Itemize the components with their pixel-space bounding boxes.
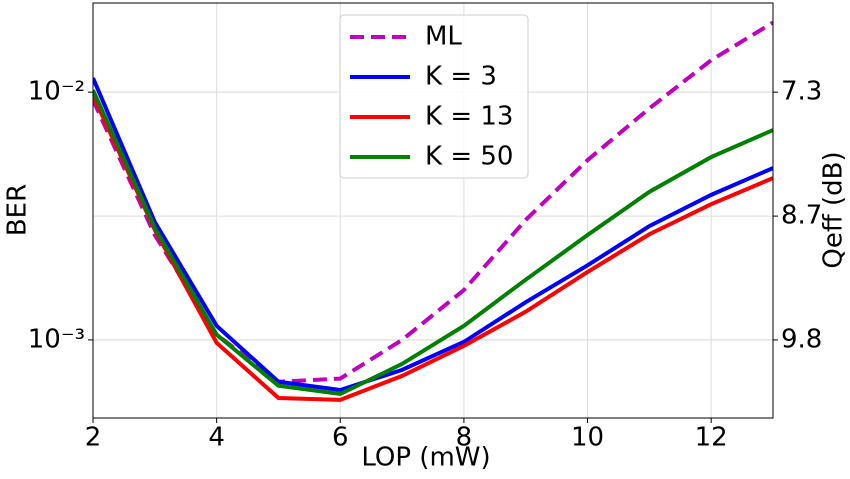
legend-box: [339, 14, 529, 179]
y-tick-label: 10⁻²: [28, 77, 85, 107]
series-line: [93, 89, 773, 397]
x-tick-label: 8: [456, 423, 473, 453]
series-line: [93, 77, 773, 393]
y2-axis-label: Qeff (dB): [819, 151, 849, 268]
x-tick-label: 4: [208, 423, 225, 453]
series-line: [93, 94, 773, 402]
x-axis-label: LOP (mW): [361, 443, 490, 473]
series-line: [93, 20, 773, 384]
y-axis-label: BER: [3, 184, 33, 236]
y-tick-label: 10⁻³: [28, 324, 85, 354]
legend-label: K = 13: [425, 102, 513, 132]
legend-label: K = 50: [425, 142, 513, 172]
x-tick-label: 2: [85, 423, 102, 453]
legend-label: ML: [425, 22, 462, 52]
legend-label: K = 3: [425, 62, 497, 92]
y2-tick-label: 7.3: [781, 77, 822, 107]
y2-tick-label: 8.7: [781, 201, 822, 231]
x-tick-label: 12: [695, 423, 728, 453]
x-tick-label: 10: [571, 423, 604, 453]
y2-tick-label: 9.8: [781, 324, 822, 354]
plot-frame: [92, 2, 774, 419]
x-tick-label: 6: [332, 423, 349, 453]
